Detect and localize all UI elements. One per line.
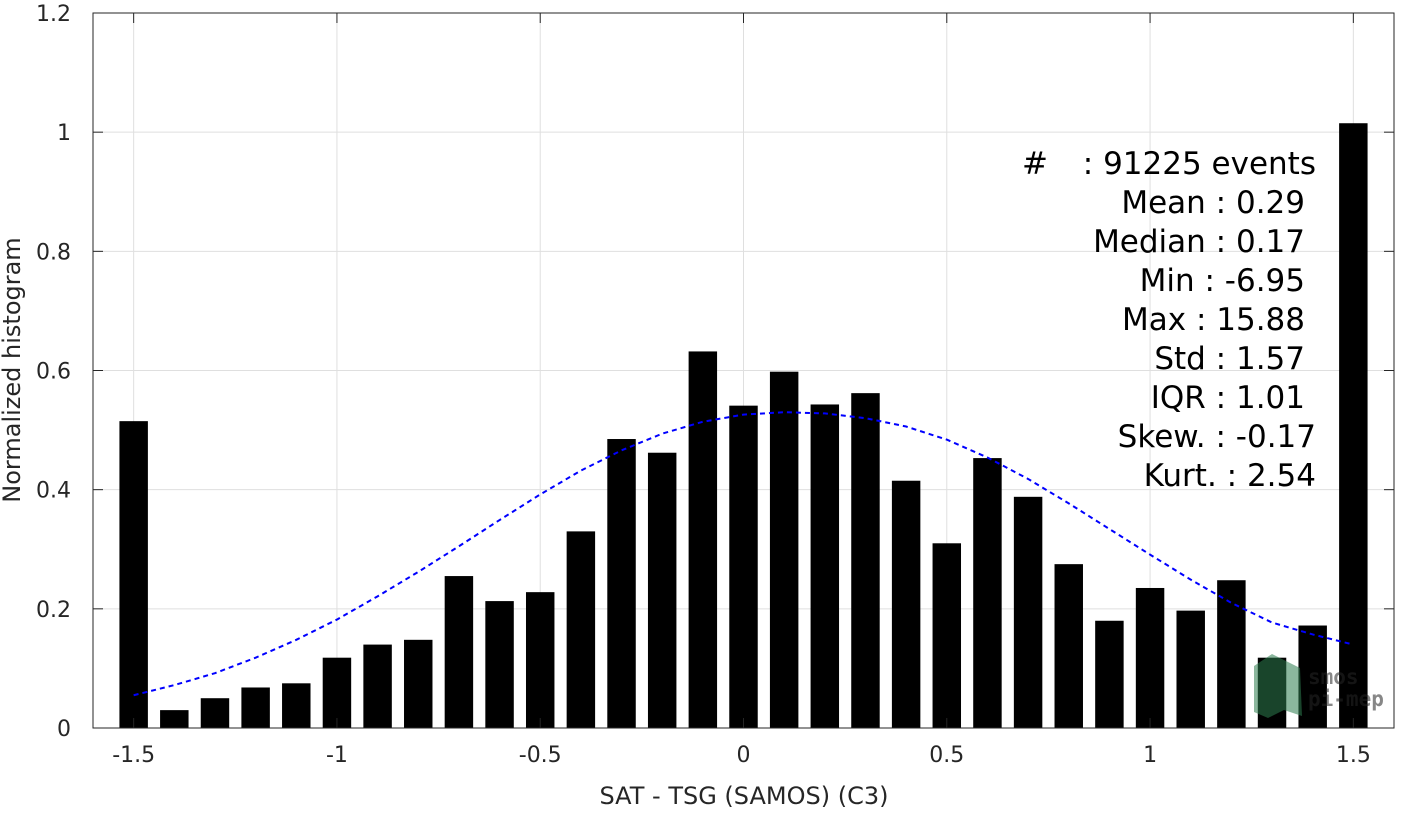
histogram-bar bbox=[525, 592, 555, 728]
histogram-bar bbox=[1135, 587, 1165, 728]
x-tick-label: -0.5 bbox=[519, 743, 562, 768]
x-tick-label: 1 bbox=[1143, 743, 1157, 768]
y-tick-label: 0.8 bbox=[36, 240, 71, 265]
y-tick-label: 0.6 bbox=[36, 360, 71, 385]
axes bbox=[92, 12, 1395, 729]
y-tick-label: 1 bbox=[57, 121, 71, 146]
histogram-bar bbox=[769, 371, 799, 728]
histogram-bar bbox=[891, 480, 921, 728]
histogram-bar bbox=[973, 458, 1002, 728]
x-tick-label: 0 bbox=[737, 743, 751, 768]
y-tick-label: 0.4 bbox=[36, 479, 71, 504]
histogram-bar bbox=[363, 644, 392, 728]
x-tick-label: -1.5 bbox=[112, 743, 155, 768]
logo-text-smos: smos bbox=[1308, 665, 1359, 689]
histogram-bar bbox=[1176, 610, 1205, 728]
fit-curve-layer bbox=[133, 411, 1354, 697]
histogram-bar bbox=[160, 710, 189, 728]
tick-labels: -1.5 -1 -0.5 0 0.5 1 1.5 0 0.2 0.4 0.6 0.8 1 1.2 bbox=[36, 2, 1371, 768]
histogram-bar bbox=[607, 439, 636, 728]
histogram-bar bbox=[404, 639, 433, 728]
stat-line: Max : 15.88 bbox=[1122, 302, 1305, 338]
histogram-bar bbox=[485, 601, 514, 728]
histogram-bar bbox=[1339, 123, 1368, 728]
x-axis-title: SAT - TSG (SAMOS) (C3) bbox=[600, 782, 889, 809]
histogram-bar bbox=[1013, 496, 1043, 728]
normal-fit-curve bbox=[133, 411, 1354, 697]
stat-line: #: 91225 events bbox=[1022, 146, 1316, 182]
x-tick-label: 1.5 bbox=[1336, 743, 1371, 768]
stat-line: Kurt. : 2.54 bbox=[1144, 458, 1316, 494]
histogram-bar bbox=[647, 452, 677, 728]
histogram-bar bbox=[200, 698, 230, 728]
logo-text-pimep: pi-mep bbox=[1308, 687, 1384, 711]
y-tick-label: 0.2 bbox=[36, 598, 71, 623]
histogram-bar bbox=[566, 531, 596, 728]
stat-line: Std : 1.57 bbox=[1154, 341, 1305, 377]
y-axis-title: Normalized histogram bbox=[0, 237, 26, 502]
stat-line: Median : 0.17 bbox=[1093, 224, 1305, 260]
histogram-bar bbox=[282, 683, 311, 728]
stat-line: IQR : 1.01 bbox=[1151, 380, 1305, 416]
stat-line: Min : -6.95 bbox=[1140, 263, 1305, 299]
histogram-bar bbox=[444, 576, 474, 728]
histogram-bar bbox=[1054, 564, 1083, 728]
y-tick-label: 0 bbox=[57, 717, 71, 742]
histogram-bar bbox=[1298, 625, 1327, 728]
histogram-bar bbox=[729, 405, 758, 728]
x-tick-label: 0.5 bbox=[929, 743, 964, 768]
histogram-bar bbox=[851, 393, 880, 728]
histogram-bar bbox=[119, 421, 148, 728]
stat-line: Mean : 0.29 bbox=[1121, 185, 1305, 221]
histogram-bar bbox=[688, 351, 718, 728]
bars bbox=[119, 123, 1368, 728]
stat-line: Skew. : -0.17 bbox=[1118, 419, 1316, 455]
histogram-bar bbox=[810, 404, 840, 728]
histogram-bar bbox=[322, 657, 352, 728]
histogram-bar bbox=[241, 687, 270, 728]
y-tick-label: 1.2 bbox=[36, 2, 71, 27]
x-tick-label: -1 bbox=[326, 743, 348, 768]
histogram-bar bbox=[932, 543, 962, 728]
histogram-bar bbox=[1217, 580, 1246, 728]
histogram-bar bbox=[1095, 620, 1124, 728]
logo-icon bbox=[1254, 654, 1302, 718]
